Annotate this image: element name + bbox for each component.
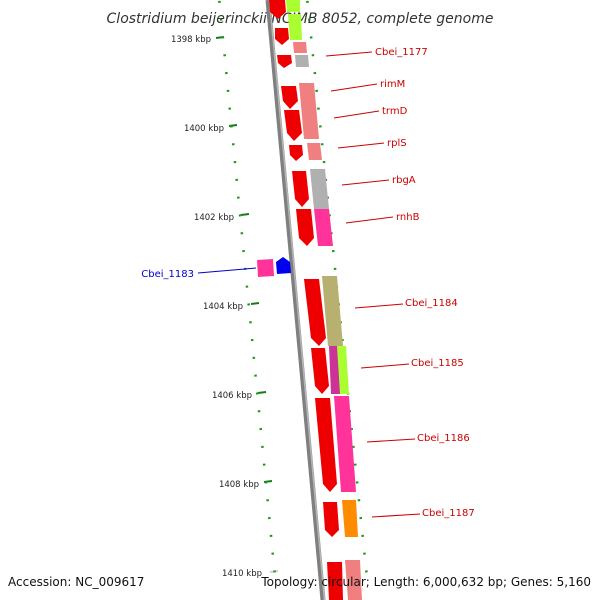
cds-arrow[interactable]: [269, 0, 286, 19]
gene-label-cbei-1183[interactable]: Cbei_1183: [141, 269, 194, 280]
leader-line: [333, 110, 380, 119]
leader-line: [371, 513, 421, 518]
category-block: [334, 396, 356, 492]
tick-label: 1408 kbp: [219, 480, 259, 490]
category-block: [314, 209, 333, 246]
scale-ruler: 1398 kbp 1400 kbp 1402 kbp 1404 kbp 1406…: [171, 35, 279, 579]
tick-label: 1400 kbp: [184, 124, 224, 134]
cds-arrow[interactable]: [292, 171, 309, 207]
gene-label-cbei-1177[interactable]: Cbei_1177: [375, 47, 428, 58]
category-block: [293, 42, 307, 53]
cds-arrow-reverse[interactable]: [276, 257, 291, 274]
category-block: [295, 55, 309, 67]
cds-arrow[interactable]: [277, 55, 292, 68]
major-tick: [240, 213, 250, 216]
leader-line: [325, 51, 373, 57]
tick-label: 1398 kbp: [171, 35, 211, 45]
gene-label-trmd[interactable]: trmD: [382, 106, 408, 117]
cds-arrow[interactable]: [311, 348, 329, 394]
minor-ticks-inner: [218, 0, 276, 573]
major-tick: [250, 302, 260, 305]
leader-line: [337, 142, 385, 149]
cds-reverse-track: [257, 257, 291, 277]
leader-line: [360, 363, 410, 369]
tick-label: 1410 kbp: [222, 569, 262, 579]
gene-label-cbei-1186[interactable]: Cbei_1186: [417, 433, 470, 444]
category-block: [286, 0, 300, 12]
accession-text: Accession: NC_009617: [8, 575, 144, 589]
cds-arrow[interactable]: [323, 502, 339, 537]
category-block: [299, 83, 319, 139]
cds-arrow[interactable]: [275, 28, 289, 45]
cds-arrow[interactable]: [304, 279, 326, 346]
category-block: [310, 169, 329, 209]
gene-label-cbei-1184[interactable]: Cbei_1184: [405, 298, 458, 309]
gene-label-rpls[interactable]: rplS: [387, 138, 407, 149]
gene-labels: Cbei_1177 rimM trmD rplS rbgA rnhB Cbei_…: [141, 47, 474, 519]
genome-backbone: [265, 0, 326, 600]
gene-label-rbga[interactable]: rbgA: [392, 175, 416, 186]
category-block: [345, 560, 362, 600]
category-block: [257, 259, 274, 277]
label-leaders: [197, 51, 421, 518]
cds-arrow[interactable]: [327, 562, 343, 600]
tick-label: 1404 kbp: [203, 302, 243, 312]
leader-line: [366, 438, 416, 443]
category-block: [322, 276, 343, 346]
category-block: [342, 500, 358, 537]
major-tick: [257, 391, 267, 394]
cds-arrow[interactable]: [315, 398, 337, 492]
gene-label-cbei-1187[interactable]: Cbei_1187: [422, 508, 475, 519]
cds-arrow[interactable]: [289, 145, 303, 161]
category-block: [307, 143, 322, 160]
tick-label: 1406 kbp: [212, 391, 252, 401]
gene-label-cbei-1185[interactable]: Cbei_1185: [411, 358, 464, 369]
cds-arrow[interactable]: [296, 209, 314, 246]
genome-backbone-highlight: [268, 0, 326, 600]
tick-label: 1402 kbp: [194, 213, 234, 223]
genome-summary-text: Topology: circular; Length: 6,000,632 bp…: [260, 575, 591, 589]
leader-line: [341, 179, 390, 186]
cds-arrow[interactable]: [284, 110, 302, 141]
cds-forward-track: [269, 0, 343, 600]
category-block: [337, 346, 349, 394]
leader-line: [330, 83, 378, 92]
gene-label-rnhb[interactable]: rnhB: [396, 212, 420, 223]
leader-line: [354, 303, 404, 309]
cds-arrow[interactable]: [281, 86, 298, 109]
gene-label-rimm[interactable]: rimM: [380, 79, 405, 90]
leader-line: [197, 267, 257, 274]
category-block: [288, 14, 302, 40]
leader-line: [345, 216, 394, 224]
category-track: [286, 0, 362, 600]
